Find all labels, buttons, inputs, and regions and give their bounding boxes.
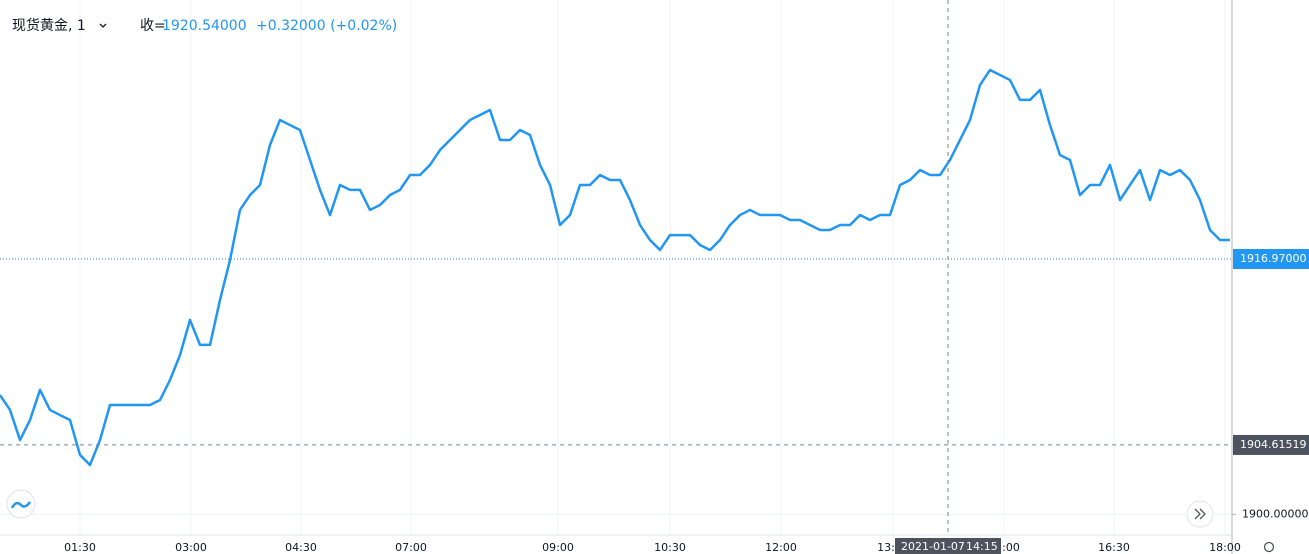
x-tick-label: 16:30 [1098, 541, 1130, 554]
axes: 01:30 03:00 04:30 07:00 09:00 10:30 12:00 13:30… [64, 248, 1309, 554]
price-line [0, 68, 1230, 467]
y-tick-label: 1900.00000 [1242, 507, 1308, 520]
plot [0, 0, 1232, 535]
settings-icon[interactable] [1263, 541, 1275, 553]
crosshair-time-label: 14:15 [966, 540, 998, 553]
logo-icon [10, 501, 32, 509]
crosshair-y-box [1233, 434, 1309, 455]
x-tick-label: 07:00 [395, 541, 427, 554]
scroll-icon [1194, 508, 1206, 520]
last-price-label: 1916.97000 [1240, 252, 1306, 265]
x-tick-label: 10:30 [654, 541, 686, 554]
x-tick-label: 12:00 [765, 541, 797, 554]
crosshair-date-label: 2021-01-07 [901, 540, 965, 553]
logo-button[interactable] [6, 489, 36, 519]
close-prefix: 收= [140, 18, 166, 34]
settings-button[interactable] [1263, 541, 1275, 553]
scroll-right-button[interactable] [1186, 500, 1214, 528]
change: +0.32000 (+0.02%) [256, 18, 397, 34]
x-tick-label: 01:30 [64, 541, 96, 554]
symbol: 现货黄金, 1 [12, 17, 86, 34]
x-tick-label: 09:00 [542, 541, 574, 554]
crosshair-y-label: 1904.61519 [1240, 438, 1306, 451]
x-tick-label: 03:00 [175, 541, 207, 554]
grid [0, 0, 1232, 535]
symbol-dropdown[interactable] [99, 23, 107, 28]
x-tick-label: 04:30 [285, 541, 317, 554]
crosshair-x-box [895, 538, 1001, 554]
close-value: 1920.54000 [162, 18, 247, 34]
x-tick-label: 18:00 [1209, 541, 1241, 554]
last-price-box [1233, 248, 1309, 269]
